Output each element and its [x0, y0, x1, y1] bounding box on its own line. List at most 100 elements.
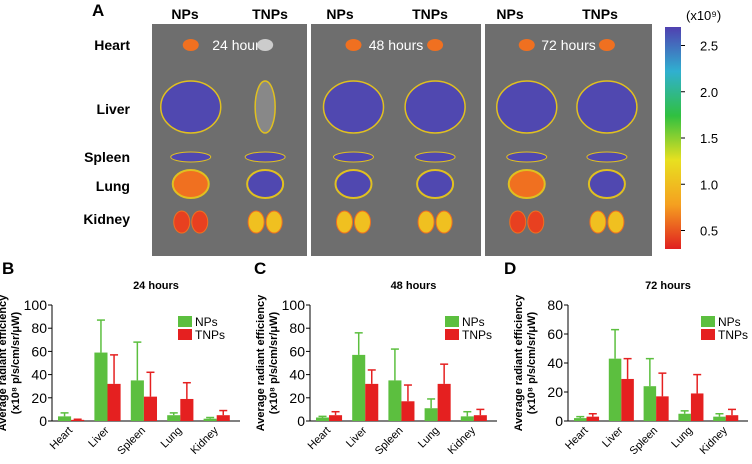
chart-title: 24 hours [133, 280, 179, 292]
bar-nps [678, 413, 691, 421]
bar-nps [608, 358, 622, 421]
bar-nps [574, 418, 587, 421]
spleen-signal [170, 151, 212, 163]
chart-title: 72 hours [645, 280, 691, 292]
kidney-signal [247, 210, 265, 234]
heart-signal [427, 39, 444, 51]
time-label: 24 hours [212, 37, 266, 53]
legend-label: TNPs [718, 328, 748, 342]
y-tick-label: 0 [297, 413, 305, 429]
organ-label: Spleen [84, 149, 130, 165]
y-tick-label: 60 [31, 343, 47, 359]
x-tick-label: Heart [563, 425, 591, 453]
time-label: 48 hours [369, 37, 423, 53]
bar-tnps [71, 419, 85, 421]
heart-signal [182, 39, 199, 51]
lung-signal [587, 169, 626, 199]
y-tick-label: 40 [547, 355, 563, 371]
bar-nps [316, 417, 330, 421]
y-tick-label: 20 [31, 390, 47, 406]
bar-tnps [690, 393, 704, 421]
legend-label: TNPs [195, 328, 225, 342]
liver-signal [254, 80, 276, 134]
bar-nps [130, 380, 144, 421]
bar-tnps [180, 398, 194, 421]
lung-signal [171, 169, 210, 199]
liver-signal [322, 80, 385, 134]
bar-nps [713, 416, 726, 421]
heart-signal [257, 39, 274, 51]
bar-nps [460, 416, 474, 421]
legend-swatch [701, 316, 715, 327]
time-label: 72 hours [541, 37, 595, 53]
x-tick-label: Spleen [628, 425, 661, 458]
y-axis-label-line: (x10⁸ p/s/cm/sr/μW) [268, 311, 280, 414]
bar-nps [94, 352, 108, 421]
x-tick-label: Kidney [189, 424, 222, 457]
organ-label: Liver [97, 101, 131, 117]
legend-swatch [445, 316, 459, 327]
panel-label-a: A [92, 1, 104, 20]
bar-nps [643, 386, 657, 421]
y-tick-label: 40 [289, 367, 305, 383]
x-tick-label: Liver [600, 424, 626, 450]
x-tick-label: Kidney [698, 424, 731, 457]
column-header: NPs [496, 6, 523, 22]
x-tick-label: Lung [159, 425, 185, 451]
y-tick-label: 60 [547, 326, 563, 342]
legend-swatch [701, 329, 715, 340]
kidney-signal [607, 210, 625, 234]
legend-label: TNPs [462, 328, 492, 342]
spleen-signal [506, 151, 548, 163]
y-axis-label: Average radiant efficiency(x10⁸ p/s/cm/s… [0, 294, 22, 431]
bar-nps [58, 416, 72, 421]
heart-signal [345, 39, 362, 51]
x-tick-label: Spleen [373, 425, 406, 458]
heart-signal [518, 39, 535, 51]
bar-nps [388, 380, 402, 421]
kidney-signal [191, 210, 209, 234]
bar-tnps [586, 416, 600, 421]
chart-title: 48 hours [391, 280, 437, 292]
x-tick-label: Spleen [115, 425, 148, 458]
column-header: NPs [171, 6, 198, 22]
y-tick-label: 80 [31, 320, 47, 336]
bar-tnps [107, 383, 121, 421]
organ-label: Lung [96, 178, 130, 194]
y-tick-label: 0 [39, 413, 47, 429]
y-axis-label-line: Average radiant efficiency [255, 294, 267, 431]
bar-tnps [365, 383, 379, 421]
panel-label: B [2, 259, 14, 278]
y-tick-label: 60 [289, 343, 305, 359]
x-tick-label: Lung [416, 425, 442, 451]
y-tick-label: 100 [24, 297, 48, 313]
bar-tnps [621, 378, 634, 421]
spleen-signal [414, 151, 456, 163]
column-header: TNPs [582, 6, 618, 22]
kidney-signal [435, 210, 453, 234]
y-tick-label: 20 [547, 384, 563, 400]
y-axis-label: Average radiant efficiency(x10⁸ p/s/cm/s… [513, 294, 538, 431]
y-axis-label: Average radiant efficiency(x10⁸ p/s/cm/s… [255, 294, 280, 431]
x-tick-label: Liver [86, 424, 112, 450]
heart-signal [598, 39, 615, 51]
spleen-signal [333, 151, 374, 163]
kidney-signal [336, 210, 353, 234]
colorbar [665, 27, 681, 249]
panel-label: D [504, 259, 516, 278]
bar-nps [352, 354, 366, 421]
colorbar-unit: (x10⁹) [686, 8, 721, 23]
y-tick-label: 20 [289, 390, 305, 406]
kidney-signal [527, 210, 545, 234]
column-header: TNPs [252, 6, 288, 22]
y-axis-label-line: (x10⁸ p/s/cm/sr/μW) [526, 311, 538, 414]
colorbar-tick-label: 1.5 [700, 131, 718, 146]
legend-label: NPs [462, 315, 485, 329]
bar-tnps [401, 401, 415, 421]
panel-label: C [254, 259, 266, 278]
colorbar-tick-label: 0.5 [700, 224, 718, 239]
lung-signal [334, 169, 373, 199]
column-header: TNPs [412, 6, 448, 22]
bar-tnps [329, 415, 343, 421]
